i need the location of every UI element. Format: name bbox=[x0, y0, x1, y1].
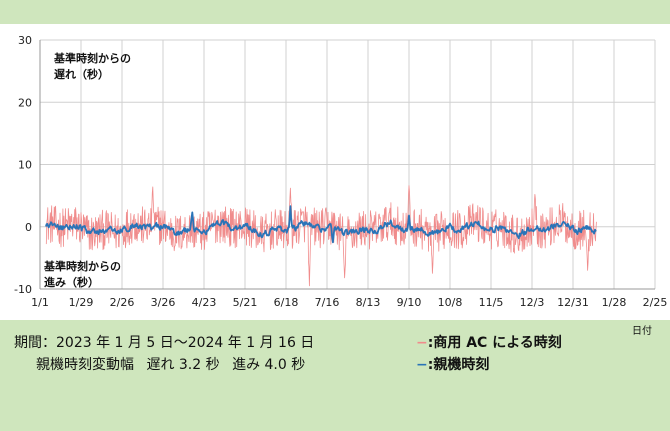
x-axis-unit: 日付 bbox=[632, 326, 652, 337]
y-tick-label: 0 bbox=[25, 221, 32, 234]
period-text: 期間：2023 年 1 月 5 日～2024 年 1 月 16 日 bbox=[14, 335, 315, 351]
legend-dash: − bbox=[416, 357, 428, 373]
grid-layer bbox=[39, 39, 656, 290]
x-tick-label: 6/18 bbox=[274, 296, 299, 309]
x-tick-label: 4/23 bbox=[192, 296, 217, 309]
legend: −:商用 AC による時刻 −:親機時刻 bbox=[416, 331, 656, 375]
label-layer: 基準時刻からの 遅れ（秒） 基準時刻からの 進み（秒） bbox=[43, 51, 131, 289]
x-tick-label: 1/28 bbox=[602, 296, 627, 309]
x-tick-label: 1/29 bbox=[69, 296, 94, 309]
x-tick-label: 1/1 bbox=[31, 296, 49, 309]
x-tick-label: 11/5 bbox=[479, 296, 504, 309]
x-tick-label: 9/10 bbox=[397, 296, 422, 309]
annotation-top-line2: 遅れ（秒） bbox=[54, 67, 109, 81]
legend-label-master: −:親機時刻 bbox=[416, 354, 489, 374]
legend-text: :親機時刻 bbox=[427, 357, 490, 373]
legend-text: :商用 AC による時刻 bbox=[427, 335, 562, 351]
legend-item-master: −:親機時刻 bbox=[416, 353, 656, 375]
annotation-top-line1: 基準時刻からの bbox=[53, 51, 131, 65]
x-tick-label: 5/21 bbox=[233, 296, 258, 309]
annotation-bottom-line1: 基準時刻からの bbox=[43, 259, 121, 273]
footer-info: 期間：2023 年 1 月 5 日～2024 年 1 月 16 日 親機時刻変動… bbox=[14, 332, 394, 376]
series-layer bbox=[45, 185, 597, 287]
annotation-bottom-line2: 進み（秒） bbox=[44, 275, 99, 289]
x-tick-label: 7/16 bbox=[315, 296, 340, 309]
x-tick-label: 3/26 bbox=[151, 296, 176, 309]
y-tick-label: 20 bbox=[18, 96, 32, 109]
legend-dash: − bbox=[416, 335, 428, 351]
x-tick-label: 12/3 bbox=[520, 296, 545, 309]
chart-panel: -10 0 10 20 30 1/1 1/29 2/26 3/26 4/23 5/21 6/18 7/1… bbox=[0, 24, 670, 320]
time-deviation-chart: -10 0 10 20 30 1/1 1/29 2/26 3/26 4/23 5/21 6/18 7/1… bbox=[14, 34, 667, 309]
x-tick-label: 2/25 bbox=[643, 296, 668, 309]
variation-advance: 進み 4.0 秒 bbox=[232, 357, 306, 373]
x-tick-label: 12/31 bbox=[557, 296, 589, 309]
y-tick-label: -10 bbox=[14, 283, 32, 296]
series-line-commercial-ac bbox=[45, 185, 597, 287]
variation-delay: 遅れ 3.2 秒 bbox=[146, 357, 220, 373]
x-tick-label: 2/26 bbox=[110, 296, 135, 309]
axis-layer: -10 0 10 20 30 1/1 1/29 2/26 3/26 4/23 5/21 6/18 7/1… bbox=[14, 34, 667, 309]
legend-label-ac: −:商用 AC による時刻 bbox=[416, 332, 562, 352]
y-tick-label: 30 bbox=[18, 34, 32, 47]
variation-row: 親機時刻変動幅 遅れ 3.2 秒 進み 4.0 秒 bbox=[36, 354, 394, 376]
series-line-master-clock bbox=[45, 205, 597, 244]
legend-item-ac: −:商用 AC による時刻 bbox=[416, 331, 656, 353]
variation-title: 親機時刻変動幅 bbox=[36, 357, 134, 373]
x-tick-label: 8/13 bbox=[356, 296, 381, 309]
x-tick-label: 10/8 bbox=[438, 296, 463, 309]
y-tick-label: 10 bbox=[18, 159, 32, 172]
